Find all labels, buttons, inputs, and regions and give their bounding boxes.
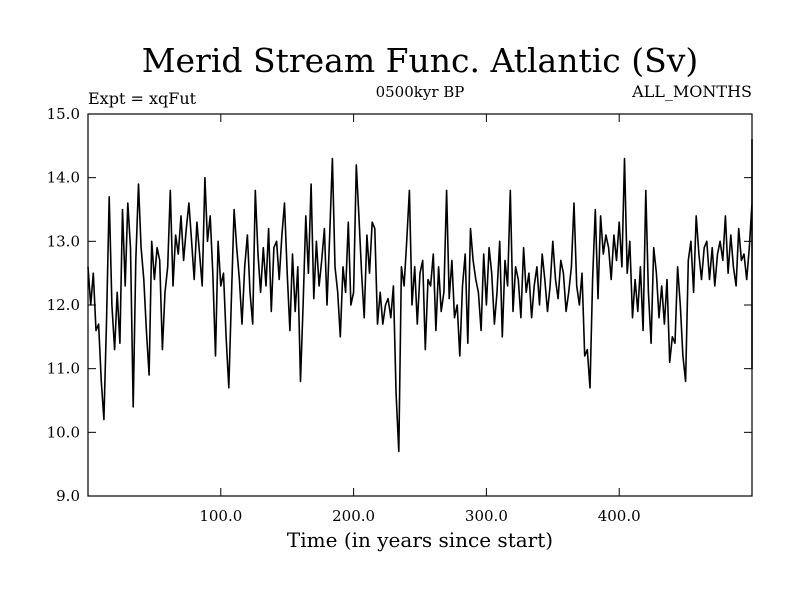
period-label: 0500kyr BP	[376, 83, 465, 101]
x-axis-label: Time (in years since start)	[287, 528, 553, 552]
y-tick-label: 15.0	[47, 105, 80, 123]
y-tick-label: 14.0	[47, 169, 80, 187]
plot-area	[87, 138, 753, 453]
x-tick-label: 200.0	[332, 507, 375, 525]
months-label: ALL_MONTHS	[631, 82, 752, 101]
series-line	[87, 138, 753, 453]
chart-title: Merid Stream Func. Atlantic (Sv)	[142, 41, 699, 80]
x-tick-label: 300.0	[465, 507, 508, 525]
y-tick-label: 9.0	[56, 487, 80, 505]
y-tick-label: 13.0	[47, 232, 80, 250]
x-tick-label: 100.0	[199, 507, 242, 525]
y-tick-label: 12.0	[47, 296, 80, 314]
experiment-label: Expt = xqFut	[88, 89, 197, 108]
y-tick-label: 11.0	[47, 360, 80, 378]
plot-frame	[87, 113, 753, 497]
axis-ticks: 9.0 10.0 11.0 12.0 13.0 14.0 15.0 100.0 200.0 300…	[47, 105, 752, 525]
x-tick-label: 400.0	[598, 507, 641, 525]
y-tick-label: 10.0	[47, 423, 80, 441]
